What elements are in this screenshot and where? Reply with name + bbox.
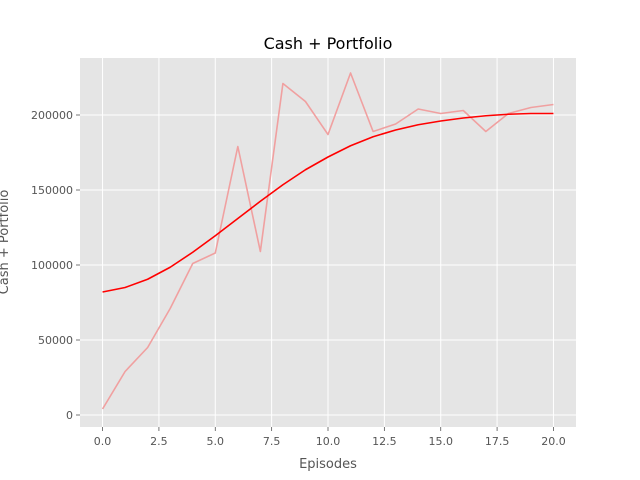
x-tick-label: 12.5	[372, 435, 397, 448]
smoothed-series-line	[102, 112, 554, 293]
x-tick-label: 7.5	[263, 435, 281, 448]
x-tick-label: 5.0	[207, 435, 225, 448]
raw-series-line	[101, 72, 554, 410]
grid	[80, 58, 576, 427]
x-tick-label: 17.5	[485, 435, 510, 448]
x-tick-label: 10.0	[316, 435, 341, 448]
x-axis-label: Episodes	[299, 457, 357, 472]
y-tick-label: 200000	[31, 109, 73, 122]
series-lines	[101, 72, 554, 410]
x-tick-label: 2.5	[150, 435, 168, 448]
y-tick-label: 0	[66, 409, 73, 422]
y-tick-label: 150000	[31, 184, 73, 197]
y-axis-label: Cash + Portfolio	[0, 190, 12, 295]
x-tick-label: 20.0	[541, 435, 566, 448]
chart-title: Cash + Portfolio	[264, 34, 393, 53]
y-tick-label: 100000	[31, 259, 73, 272]
x-axis-ticks: 0.0 2.5 5.0 7.5 10.0 12.5 15.0 17.5 20.0	[94, 427, 566, 448]
y-tick-label: 50000	[38, 334, 73, 347]
y-axis-ticks: 0 50000 100000 150000 200000	[31, 109, 80, 422]
x-tick-label: 0.0	[94, 435, 112, 448]
x-tick-label: 15.0	[428, 435, 453, 448]
